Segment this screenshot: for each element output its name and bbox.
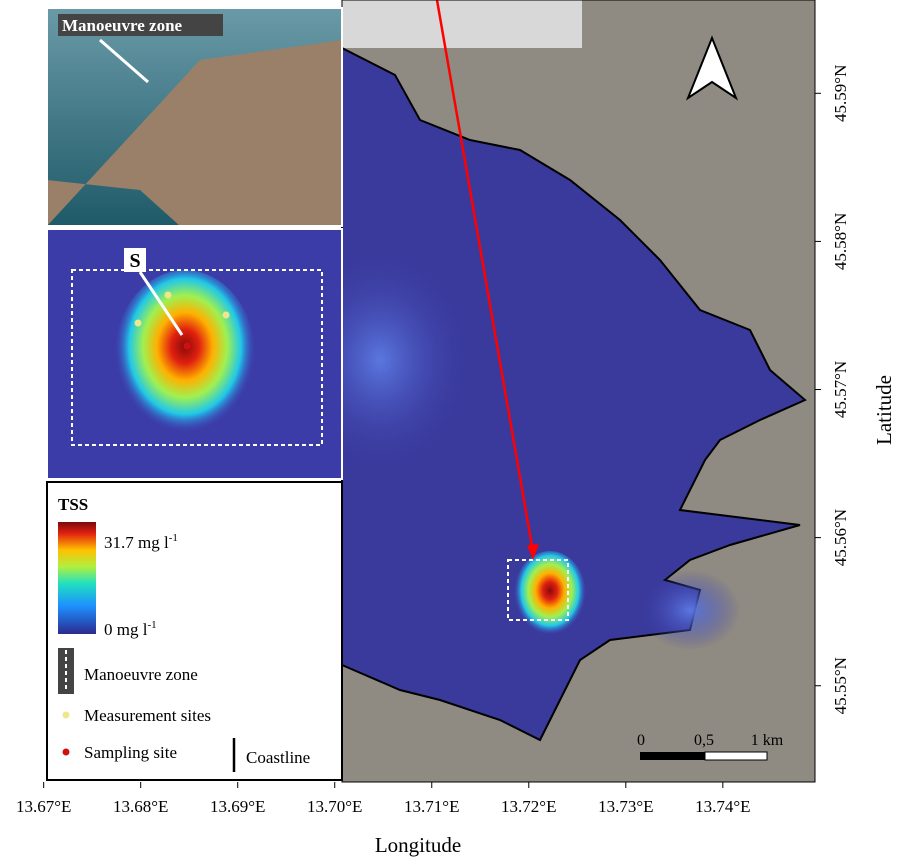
scale-label: 0 (637, 732, 645, 749)
y-axis-title: Latitude (872, 375, 896, 445)
scale-label: 1 km (751, 732, 784, 749)
scale-bar (705, 752, 767, 760)
x-tick-label: 13.72°E (501, 797, 556, 816)
scale-label: 0,5 (694, 732, 714, 749)
legend-item: Coastline (246, 748, 310, 767)
legend-min-text: 0 mg l (104, 620, 148, 639)
x-tick-label: 13.68°E (113, 797, 168, 816)
y-tick-label: 45.58°N (831, 213, 850, 270)
x-tick-label: 13.70°E (307, 797, 362, 816)
legend-title: TSS (58, 495, 88, 514)
colorbar (58, 522, 96, 634)
legend-max-text: 31.7 mg l (104, 533, 169, 552)
y-tick-label: 45.57°N (831, 361, 850, 418)
y-tick-label: 45.55°N (831, 657, 850, 714)
x-tick-label: 13.73°E (598, 797, 653, 816)
photo-label: Manoeuvre zone (62, 16, 183, 35)
x-tick-label: 13.71°E (404, 797, 459, 816)
legend-min-sup: -1 (147, 619, 156, 631)
y-tick-label: 45.56°N (831, 509, 850, 566)
figure: 0 0,5 1 km Manoeuvre zone S TSS 31.7 mg … (0, 0, 917, 859)
legend-marker (63, 712, 70, 719)
sampling-site (184, 343, 191, 350)
tss-hotspot (514, 551, 586, 639)
water-blob (640, 570, 740, 650)
legend-marker (63, 749, 70, 756)
sea-relief (342, 0, 582, 48)
legend-max: 31.7 mg l-1 (104, 532, 178, 552)
legend-max-sup: -1 (169, 532, 178, 544)
measurement-site (223, 312, 230, 319)
legend-item: Measurement sites (84, 706, 211, 725)
y-tick-label: 45.59°N (831, 65, 850, 122)
legend-item: Sampling site (84, 743, 177, 762)
x-tick-label: 13.74°E (695, 797, 750, 816)
x-tick-label: 13.67°E (16, 797, 71, 816)
legend-item: Manoeuvre zone (84, 665, 198, 684)
measurement-site (165, 292, 172, 299)
x-axis-title: Longitude (375, 833, 461, 857)
measurement-site (135, 320, 142, 327)
x-tick-label: 13.69°E (210, 797, 265, 816)
tss-inset-hotspot (115, 270, 255, 440)
sampling-label: S (129, 250, 140, 272)
scale-bar (640, 752, 705, 760)
